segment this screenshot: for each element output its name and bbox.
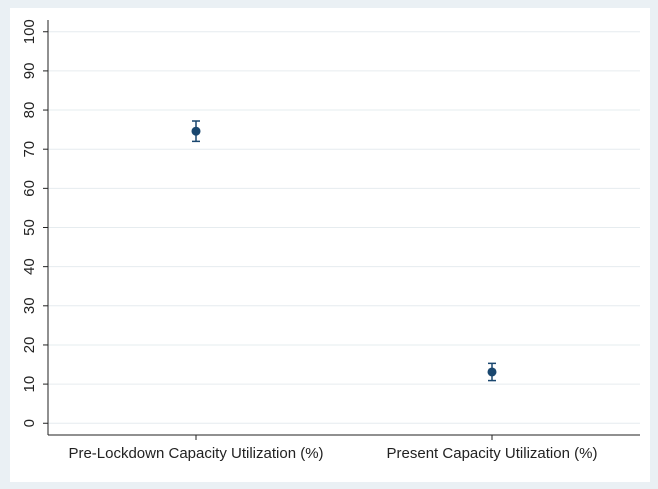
x-tick-label: Present Capacity Utilization (%) bbox=[387, 445, 598, 462]
y-tick-label: 80 bbox=[21, 102, 38, 119]
x-tick-label: Pre-Lockdown Capacity Utilization (%) bbox=[68, 445, 323, 462]
y-tick-label: 20 bbox=[21, 337, 38, 354]
point bbox=[191, 126, 201, 136]
y-tick-label: 40 bbox=[21, 258, 38, 275]
point bbox=[487, 367, 497, 377]
y-tick-label: 30 bbox=[21, 297, 38, 314]
y-tick-label: 10 bbox=[21, 376, 38, 393]
plot-region bbox=[10, 8, 650, 482]
y-tick-label: 0 bbox=[21, 419, 38, 427]
y-tick-label: 100 bbox=[21, 19, 38, 44]
y-tick-label: 90 bbox=[21, 63, 38, 80]
y-tick-label: 70 bbox=[21, 141, 38, 158]
y-tick-label: 50 bbox=[21, 219, 38, 236]
y-tick-label: 60 bbox=[21, 180, 38, 197]
